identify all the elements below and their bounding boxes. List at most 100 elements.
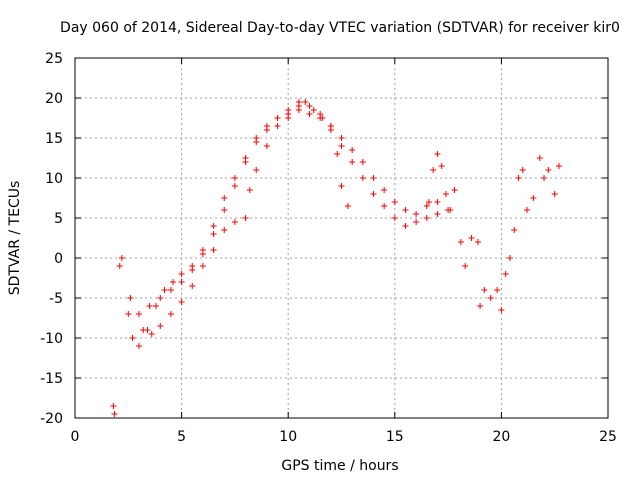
data-point xyxy=(263,123,270,129)
data-point xyxy=(110,403,117,409)
data-point xyxy=(306,111,313,117)
series-track-c xyxy=(140,107,351,337)
data-point xyxy=(541,175,548,181)
data-point xyxy=(127,295,134,301)
y-tick-label: -10 xyxy=(40,331,63,347)
series-track-b xyxy=(127,99,441,317)
data-point xyxy=(274,123,281,129)
data-point xyxy=(178,279,185,285)
data-point xyxy=(306,103,313,109)
data-point xyxy=(118,255,125,261)
series-track-e xyxy=(457,155,562,313)
data-point xyxy=(189,267,196,273)
data-point xyxy=(295,99,302,105)
data-point xyxy=(381,203,388,209)
data-point xyxy=(167,287,174,293)
data-point xyxy=(199,263,206,269)
data-point xyxy=(530,195,537,201)
data-point xyxy=(447,207,454,213)
data-point xyxy=(551,191,558,197)
data-point xyxy=(391,199,398,205)
data-point xyxy=(555,163,562,169)
data-point xyxy=(442,191,449,197)
x-tick-label: 15 xyxy=(386,429,404,445)
x-tick-label: 0 xyxy=(71,429,80,445)
data-point xyxy=(327,127,334,133)
data-point xyxy=(545,167,552,173)
data-point xyxy=(370,191,377,197)
y-axis-label: SDTVAR / TECUs xyxy=(7,181,23,296)
data-point xyxy=(253,167,260,173)
chart-title: Day 060 of 2014, Sidereal Day-to-day VTE… xyxy=(60,20,620,36)
data-point xyxy=(423,203,430,209)
y-tick-label: -20 xyxy=(40,411,63,427)
data-point xyxy=(423,215,430,221)
x-tick-label: 20 xyxy=(492,429,510,445)
data-point xyxy=(536,155,543,161)
data-point xyxy=(413,211,420,217)
data-point xyxy=(263,143,270,149)
y-tick-label: 15 xyxy=(45,131,63,147)
data-point xyxy=(129,335,136,341)
data-point xyxy=(221,195,228,201)
data-point xyxy=(210,231,217,237)
data-point xyxy=(153,303,160,309)
y-tick-label: 0 xyxy=(54,251,63,267)
data-point xyxy=(189,283,196,289)
data-point xyxy=(221,207,228,213)
data-point xyxy=(468,235,475,241)
data-point xyxy=(494,287,501,293)
data-point xyxy=(457,239,464,245)
data-point xyxy=(391,215,398,221)
data-point xyxy=(334,151,341,157)
data-point xyxy=(402,207,409,213)
data-point xyxy=(116,263,123,269)
y-tick-label: 10 xyxy=(45,171,63,187)
data-point xyxy=(349,147,356,153)
data-point xyxy=(310,107,317,113)
data-point xyxy=(474,239,481,245)
ticks: 0 5 10 15 20 25 -20 -15 -10 -5 0 5 10 15 20 25 xyxy=(40,51,617,445)
data-point xyxy=(413,219,420,225)
x-tick-label: 10 xyxy=(279,429,297,445)
y-tick-label: -5 xyxy=(49,291,63,307)
data-point xyxy=(170,279,177,285)
data-point xyxy=(157,323,164,329)
data-point xyxy=(140,327,147,333)
data-point xyxy=(242,215,249,221)
plot-frame xyxy=(74,57,609,419)
data-point xyxy=(425,199,432,205)
data-point xyxy=(434,151,441,157)
data-point xyxy=(511,227,518,233)
data-point xyxy=(359,175,366,181)
data-point xyxy=(430,167,437,173)
data-point xyxy=(381,187,388,193)
data-point xyxy=(477,303,484,309)
x-axis-label: GPS time / hours xyxy=(281,458,398,474)
y-tick-label: 25 xyxy=(45,51,63,67)
data-point xyxy=(359,159,366,165)
y-tick-label: -15 xyxy=(40,371,63,387)
data-point xyxy=(161,287,168,293)
data-point xyxy=(481,287,488,293)
data-point xyxy=(498,307,505,313)
data-point xyxy=(438,163,445,169)
data-point xyxy=(338,183,345,189)
data-point xyxy=(434,211,441,217)
x-tick-label: 25 xyxy=(599,429,617,445)
y-tick-label: 5 xyxy=(54,211,63,227)
data-point xyxy=(111,411,118,417)
data-point xyxy=(148,331,155,337)
data-point xyxy=(349,159,356,165)
data-point xyxy=(157,295,164,301)
data-point xyxy=(178,271,185,277)
data-point xyxy=(502,271,509,277)
data-point xyxy=(146,303,153,309)
data-point xyxy=(402,223,409,229)
data-point xyxy=(246,187,253,193)
data-point xyxy=(135,311,142,317)
data-point xyxy=(125,311,132,317)
series-track-d xyxy=(425,151,458,213)
data-point xyxy=(317,115,324,121)
data-point xyxy=(338,135,345,141)
